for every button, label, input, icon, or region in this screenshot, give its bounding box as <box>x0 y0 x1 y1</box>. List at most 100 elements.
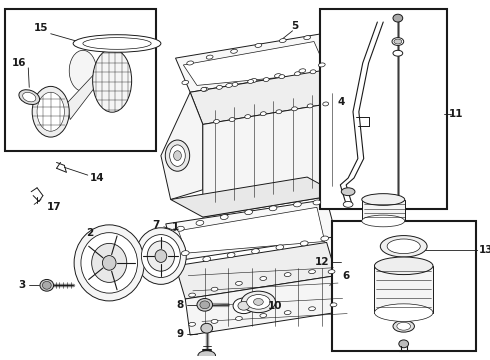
Ellipse shape <box>279 39 286 42</box>
Ellipse shape <box>393 320 415 332</box>
Ellipse shape <box>187 61 194 65</box>
Ellipse shape <box>170 145 185 166</box>
Bar <box>374 266 433 312</box>
Ellipse shape <box>253 298 263 305</box>
Polygon shape <box>175 34 337 92</box>
Text: 4: 4 <box>338 97 345 107</box>
Ellipse shape <box>342 188 355 195</box>
Polygon shape <box>171 177 340 217</box>
Ellipse shape <box>300 241 308 246</box>
Ellipse shape <box>321 236 329 241</box>
Polygon shape <box>175 242 337 299</box>
Ellipse shape <box>229 118 235 122</box>
Ellipse shape <box>246 294 270 309</box>
Ellipse shape <box>238 301 249 310</box>
Ellipse shape <box>23 93 36 102</box>
Ellipse shape <box>304 36 311 40</box>
Ellipse shape <box>236 316 243 320</box>
Ellipse shape <box>142 235 180 278</box>
Ellipse shape <box>236 282 243 285</box>
Ellipse shape <box>399 340 409 348</box>
Ellipse shape <box>343 202 353 207</box>
Ellipse shape <box>362 215 405 227</box>
Ellipse shape <box>393 14 403 22</box>
Text: 2: 2 <box>86 228 93 238</box>
Ellipse shape <box>201 87 207 91</box>
Ellipse shape <box>310 70 316 74</box>
Ellipse shape <box>328 270 335 274</box>
Ellipse shape <box>198 351 216 360</box>
Ellipse shape <box>397 322 411 330</box>
Ellipse shape <box>263 78 269 81</box>
Ellipse shape <box>260 112 266 116</box>
Ellipse shape <box>245 210 252 215</box>
Ellipse shape <box>217 85 222 89</box>
Text: 6: 6 <box>343 271 350 280</box>
Polygon shape <box>183 41 328 85</box>
Polygon shape <box>161 92 203 199</box>
Text: 3: 3 <box>18 280 25 290</box>
Ellipse shape <box>173 151 181 161</box>
Polygon shape <box>185 275 342 335</box>
Ellipse shape <box>307 104 313 108</box>
Ellipse shape <box>165 140 190 171</box>
Ellipse shape <box>380 235 427 257</box>
Polygon shape <box>66 75 96 120</box>
Ellipse shape <box>274 74 281 78</box>
Ellipse shape <box>102 256 116 270</box>
Ellipse shape <box>93 49 132 112</box>
Bar <box>332 221 476 351</box>
Ellipse shape <box>260 276 267 280</box>
Ellipse shape <box>37 92 64 131</box>
Ellipse shape <box>92 243 127 282</box>
Text: 14: 14 <box>90 173 105 183</box>
Ellipse shape <box>250 78 257 82</box>
Ellipse shape <box>81 233 138 293</box>
Ellipse shape <box>176 226 184 231</box>
Ellipse shape <box>201 323 213 333</box>
Ellipse shape <box>136 228 186 284</box>
Ellipse shape <box>318 63 325 67</box>
Ellipse shape <box>309 270 316 274</box>
Ellipse shape <box>197 298 213 311</box>
Ellipse shape <box>245 114 250 118</box>
Ellipse shape <box>284 311 291 315</box>
Ellipse shape <box>260 314 267 318</box>
Ellipse shape <box>200 301 210 309</box>
Ellipse shape <box>255 44 262 48</box>
Ellipse shape <box>292 107 297 111</box>
Ellipse shape <box>248 80 253 84</box>
Ellipse shape <box>211 319 218 323</box>
Polygon shape <box>190 70 340 125</box>
Ellipse shape <box>182 81 189 85</box>
Ellipse shape <box>69 50 97 91</box>
Polygon shape <box>166 199 337 261</box>
Ellipse shape <box>387 239 420 254</box>
Text: 5: 5 <box>291 21 298 31</box>
Ellipse shape <box>19 90 40 104</box>
Ellipse shape <box>374 304 433 321</box>
Ellipse shape <box>294 72 300 76</box>
Polygon shape <box>203 102 340 217</box>
Ellipse shape <box>393 50 403 56</box>
Ellipse shape <box>147 241 174 271</box>
Ellipse shape <box>294 202 301 207</box>
Ellipse shape <box>196 220 204 225</box>
Ellipse shape <box>43 282 51 289</box>
Ellipse shape <box>214 120 220 123</box>
Text: 10: 10 <box>268 301 282 311</box>
Ellipse shape <box>211 287 218 291</box>
Ellipse shape <box>251 249 259 254</box>
Text: 9: 9 <box>177 329 184 339</box>
Ellipse shape <box>299 69 306 73</box>
Ellipse shape <box>276 245 284 250</box>
Ellipse shape <box>394 39 402 44</box>
Ellipse shape <box>201 87 208 91</box>
Ellipse shape <box>374 257 433 275</box>
Ellipse shape <box>269 206 277 211</box>
Bar <box>5 9 156 151</box>
Ellipse shape <box>83 38 151 49</box>
Ellipse shape <box>155 250 167 262</box>
Ellipse shape <box>392 38 404 45</box>
Ellipse shape <box>189 322 196 326</box>
